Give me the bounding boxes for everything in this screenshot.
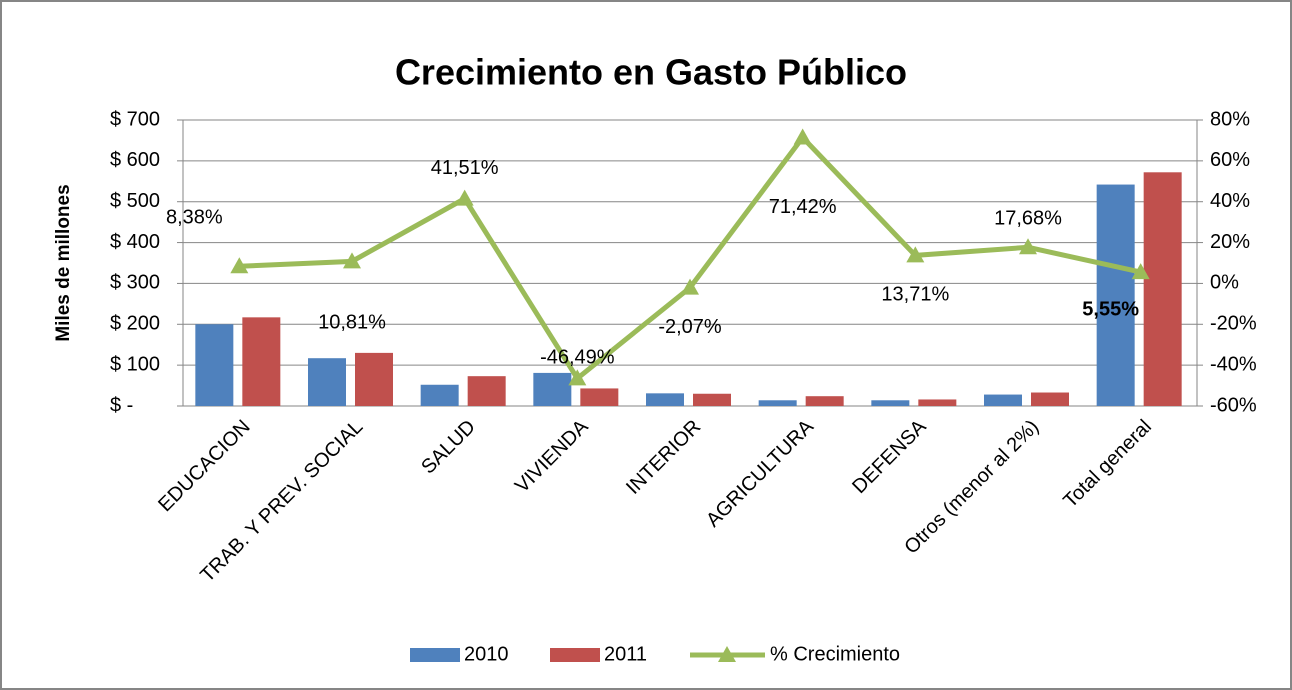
bar bbox=[420, 384, 459, 406]
line-marker bbox=[568, 369, 587, 386]
legend-marker bbox=[718, 646, 736, 662]
line-marker bbox=[455, 189, 474, 206]
data-label: 41,51% bbox=[431, 157, 499, 179]
data-label: -46,49% bbox=[540, 347, 615, 369]
line-marker bbox=[1131, 263, 1150, 280]
line-marker bbox=[1019, 238, 1037, 255]
bar bbox=[758, 400, 797, 406]
bar bbox=[984, 394, 1022, 406]
bar bbox=[693, 393, 731, 406]
y2-tick-label: 20% bbox=[1210, 231, 1250, 253]
data-label: -2,07% bbox=[658, 316, 722, 338]
data-label: 8,38% bbox=[166, 207, 223, 229]
bar bbox=[467, 376, 506, 406]
bar bbox=[242, 317, 281, 406]
y-tick-label: $ 300 bbox=[110, 272, 160, 294]
legend-label: % Crecimiento bbox=[770, 643, 900, 665]
y2-tick-label: 0% bbox=[1210, 272, 1239, 294]
data-label: 13,71% bbox=[881, 284, 949, 306]
bar bbox=[871, 400, 910, 406]
bar bbox=[1031, 392, 1069, 406]
y2-tick-label: 60% bbox=[1210, 149, 1250, 171]
data-label: 71,42% bbox=[769, 196, 837, 218]
y-tick-label: $ 400 bbox=[110, 231, 160, 253]
y-tick-label: $ 200 bbox=[110, 313, 160, 335]
y-tick-label: $ 700 bbox=[110, 108, 160, 130]
bar bbox=[355, 352, 393, 406]
y2-tick-label: 80% bbox=[1210, 108, 1250, 130]
legend-swatch bbox=[410, 648, 460, 662]
data-label: 17,68% bbox=[994, 208, 1062, 230]
chart-title: Crecimiento en Gasto Público bbox=[395, 52, 907, 93]
y2-tick-label: -20% bbox=[1210, 313, 1257, 335]
line-marker bbox=[906, 246, 925, 263]
y2-tick-label: -60% bbox=[1210, 394, 1257, 416]
legend-label: 2010 bbox=[464, 643, 509, 665]
bar bbox=[918, 399, 957, 406]
y-tick-label: $ 500 bbox=[110, 190, 160, 212]
line-marker bbox=[343, 252, 361, 269]
bar bbox=[646, 393, 684, 406]
y-tick-label: $ 600 bbox=[110, 149, 160, 171]
line-marker bbox=[793, 128, 812, 145]
bar bbox=[1096, 184, 1135, 406]
y-tick-label: $ - bbox=[110, 394, 133, 416]
y2-tick-label: 40% bbox=[1210, 190, 1250, 212]
y2-tick-label: -40% bbox=[1210, 353, 1257, 375]
line-marker bbox=[230, 257, 249, 274]
data-label: 10,81% bbox=[318, 312, 386, 334]
legend-label: 2011 bbox=[604, 643, 647, 665]
legend-swatch bbox=[550, 648, 600, 662]
bar bbox=[1143, 172, 1182, 406]
bar bbox=[195, 324, 234, 406]
data-label: 5,55% bbox=[1082, 298, 1139, 320]
bar bbox=[308, 358, 346, 406]
y-axis-title: Miles de millones bbox=[53, 184, 74, 341]
y-tick-label: $ 100 bbox=[110, 353, 160, 375]
bar bbox=[805, 396, 844, 406]
bar bbox=[580, 388, 619, 406]
line-marker bbox=[681, 278, 699, 295]
bar bbox=[533, 372, 572, 406]
